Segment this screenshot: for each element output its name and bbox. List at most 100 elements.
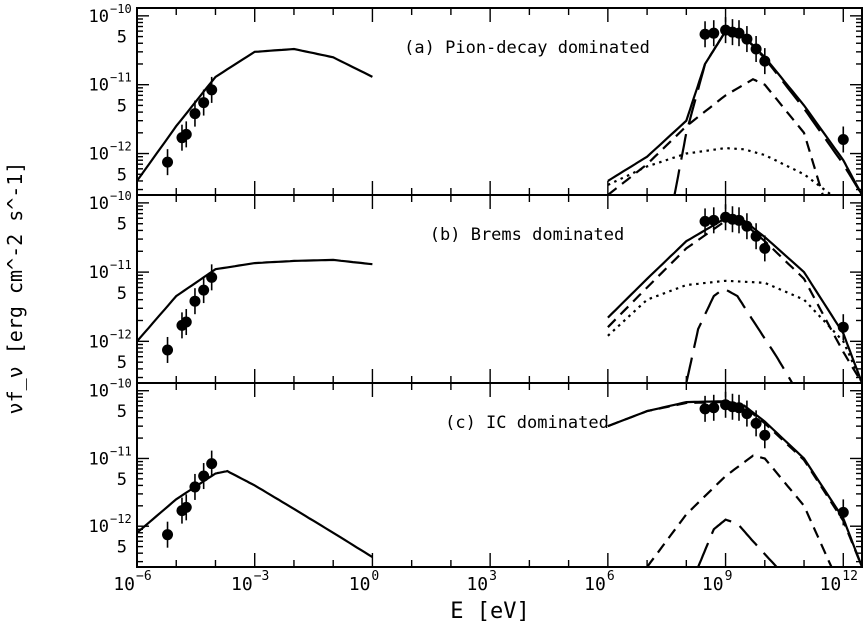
x-tick-label: 10 −3 xyxy=(231,569,269,595)
y-tick-label: 5 xyxy=(117,96,127,116)
data-point xyxy=(699,403,711,415)
model-curve-dash xyxy=(607,400,862,567)
y-tick-exponent: −11 xyxy=(110,71,132,85)
x-tick-base: 10 xyxy=(349,574,371,595)
y-tick-label: 10 xyxy=(89,145,109,165)
data-point xyxy=(741,408,753,420)
data-point xyxy=(162,156,174,168)
data-point xyxy=(759,242,771,254)
y-tick-label: 10 xyxy=(89,449,109,469)
data-point xyxy=(189,295,201,307)
data-point xyxy=(180,501,192,513)
y-tick-label: 5 xyxy=(117,402,127,422)
y-tick-label: 10 xyxy=(89,7,109,27)
y-tick-exponent: −11 xyxy=(110,444,132,458)
panel-frame xyxy=(136,7,863,196)
x-tick-base: 10 xyxy=(466,574,488,595)
panel-title: (c) IC dominated xyxy=(445,413,609,433)
y-tick-exponent: −11 xyxy=(110,258,132,272)
x-tick-label: 10 9 xyxy=(702,569,733,595)
model-curve-dash xyxy=(607,219,862,383)
x-tick-label: 10 12 xyxy=(820,569,858,595)
x-tick-exponent: 9 xyxy=(725,569,733,584)
data-points xyxy=(162,391,849,548)
data-point xyxy=(198,284,210,296)
y-tick-label: 10 xyxy=(89,263,109,283)
y-tick-label: 10 xyxy=(89,332,109,352)
model-curve-solid xyxy=(137,469,373,559)
y-tick-label: 5 xyxy=(117,215,127,235)
y-tick-label: 5 xyxy=(117,538,127,558)
model-curves xyxy=(137,400,862,567)
x-axis-label: E [eV] xyxy=(450,599,529,624)
data-point xyxy=(162,344,174,356)
x-tick-label: 10 0 xyxy=(349,569,380,595)
x-tick-base: 10 xyxy=(702,574,724,595)
model-curve-solid xyxy=(607,400,862,567)
data-point xyxy=(750,43,762,55)
data-point xyxy=(198,97,210,109)
data-points xyxy=(162,17,849,176)
x-tick-label: 10 −6 xyxy=(113,569,151,595)
data-point xyxy=(733,402,745,414)
data-point xyxy=(180,316,192,328)
x-tick-exponent: 3 xyxy=(489,569,497,584)
y-tick-exponent: −10 xyxy=(110,189,132,203)
data-point xyxy=(189,481,201,493)
x-axis-ticklabels: 10 −6 10 −3 10 0 10 3 10 6 10 9 10 12 xyxy=(113,569,858,595)
data-point xyxy=(206,271,218,283)
x-tick-exponent: −6 xyxy=(136,569,152,584)
y-tick-label: 5 xyxy=(117,165,127,185)
y-tick-label: 10 xyxy=(89,194,109,214)
y-tick-label: 10 xyxy=(89,76,109,96)
panel-frame xyxy=(136,194,863,384)
y-tick-label: 5 xyxy=(117,28,127,48)
data-point xyxy=(733,214,745,226)
data-point xyxy=(206,84,218,96)
model-curve-long-dash xyxy=(685,287,794,383)
model-curve-dot xyxy=(607,279,862,383)
y-tick-exponent: −12 xyxy=(110,140,132,154)
x-tick-exponent: −3 xyxy=(254,569,270,584)
data-point xyxy=(699,215,711,227)
model-curve-solid xyxy=(137,258,373,343)
data-point xyxy=(759,429,771,441)
model-curve-dash xyxy=(607,77,824,195)
y-tick-label: 5 xyxy=(117,284,127,304)
data-point xyxy=(708,402,720,414)
data-point xyxy=(837,506,849,518)
x-tick-label: 10 3 xyxy=(466,569,497,595)
y-tick-exponent: −12 xyxy=(110,512,132,526)
x-tick-base: 10 xyxy=(584,574,606,595)
y-tick-label: 5 xyxy=(117,470,127,490)
data-point xyxy=(708,214,720,226)
data-point xyxy=(837,133,849,145)
y-tick-exponent: −12 xyxy=(110,327,132,341)
data-point xyxy=(189,108,201,120)
data-point xyxy=(750,417,762,429)
x-tick-base: 10 xyxy=(820,574,842,595)
x-tick-base: 10 xyxy=(113,574,135,595)
x-tick-label: 10 6 xyxy=(584,569,615,595)
model-curve-long-dash xyxy=(697,518,778,567)
y-tick-exponent: −10 xyxy=(110,377,132,391)
data-point xyxy=(699,28,711,40)
data-point xyxy=(206,458,218,470)
data-point xyxy=(750,230,762,242)
data-point xyxy=(837,321,849,333)
panel-frame xyxy=(136,382,863,568)
model-curve-solid xyxy=(137,47,373,182)
y-tick-label: 10 xyxy=(89,382,109,402)
model-curve-solid xyxy=(607,217,862,383)
data-points xyxy=(162,204,849,363)
data-point xyxy=(180,128,192,140)
data-point xyxy=(759,55,771,67)
panel-title: (b) Brems dominated xyxy=(430,225,624,245)
data-point xyxy=(741,220,753,232)
y-tick-label: 10 xyxy=(89,517,109,537)
data-point xyxy=(162,529,174,541)
